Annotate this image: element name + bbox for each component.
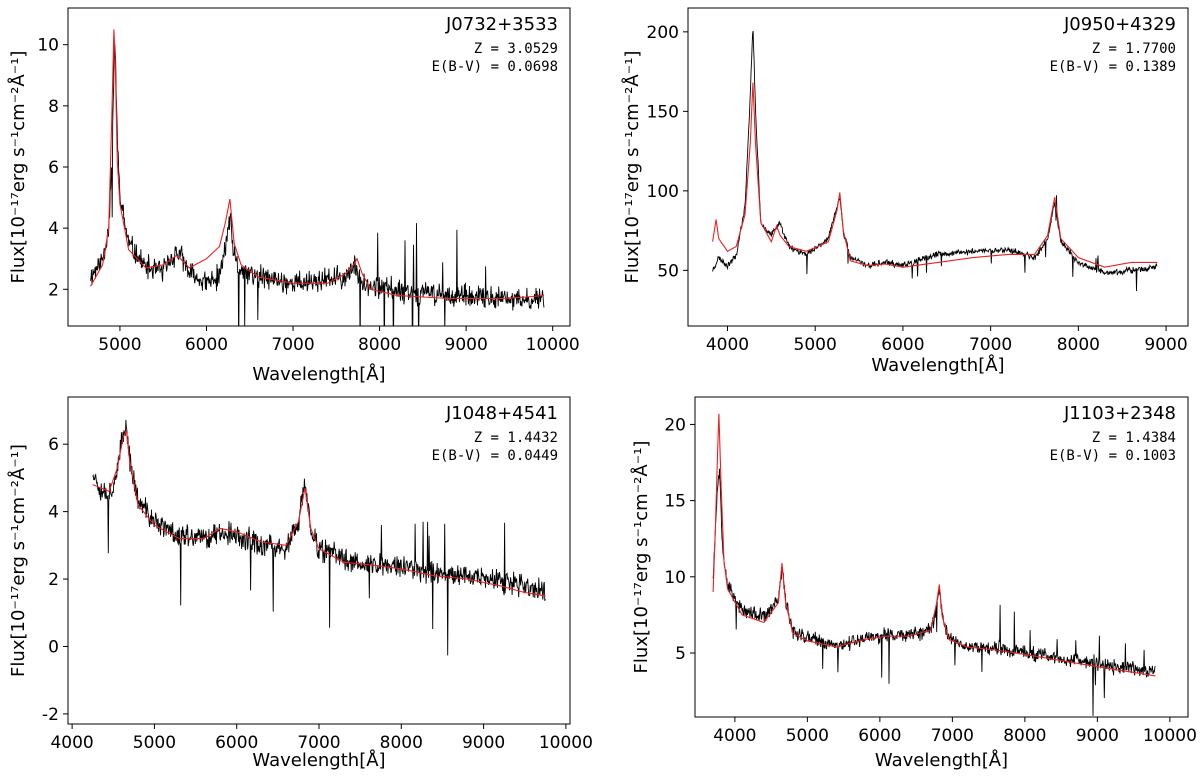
x-tick-label: 5000 xyxy=(133,733,176,753)
x-axis-label: Wavelength[Å] xyxy=(252,363,385,385)
model-spectrum-line xyxy=(712,82,1158,268)
object-name: J1103+2348 xyxy=(1063,403,1176,424)
y-axis-label: Flux[10⁻¹⁷erg s⁻¹cm⁻²Å⁻¹] xyxy=(7,444,29,677)
x-tick-label: 6000 xyxy=(858,726,901,746)
y-tick-label: 6 xyxy=(48,158,59,178)
x-tick-label: 8000 xyxy=(1057,335,1100,355)
model-spectrum-line xyxy=(90,29,545,300)
model-spectrum-line xyxy=(92,428,546,597)
spectrum-panel: 4000 5000 6000 7000 8000 9000 10000 -2 0 2 4 6 Wavel… xyxy=(7,396,593,771)
plot-frame xyxy=(67,396,571,725)
y-axis-label: Flux[10⁻¹⁷erg s⁻¹cm⁻²Å⁻¹] xyxy=(630,441,652,674)
x-axis-label: Wavelength[Å] xyxy=(871,354,1004,376)
x-tick-label: 8000 xyxy=(358,335,401,355)
redshift-label: Z = 1.7700 xyxy=(1092,41,1176,57)
y-tick-label: 0 xyxy=(48,637,59,657)
extinction-label: E(B-V) = 0.1389 xyxy=(1050,59,1176,75)
x-tick-label: 9000 xyxy=(1076,726,1119,746)
y-tick-label: -2 xyxy=(42,705,59,725)
y-tick-label: 10 xyxy=(664,568,686,588)
x-axis-label: Wavelength[Å] xyxy=(252,749,385,771)
object-name: J0950+4329 xyxy=(1063,14,1176,35)
x-tick-label: 7000 xyxy=(969,335,1012,355)
x-tick-label: 9000 xyxy=(1144,335,1187,355)
x-tick-label: 8000 xyxy=(1003,726,1046,746)
x-tick-label: 10000 xyxy=(539,733,593,753)
spectrum-panel: 4000 5000 6000 7000 8000 9000 10000 5 10 15 20 Wave… xyxy=(630,396,1197,771)
spectrum-panel: 4000 5000 6000 7000 8000 9000 50 100 150 200 Wavel… xyxy=(621,7,1189,376)
redshift-label: Z = 1.4384 xyxy=(1092,430,1176,446)
x-tick-label: 5000 xyxy=(794,335,837,355)
x-tick-label: 9000 xyxy=(462,733,505,753)
x-tick-label: 4000 xyxy=(50,733,93,753)
model-spectrum-line xyxy=(712,413,1156,677)
y-tick-label: 15 xyxy=(664,492,686,512)
x-tick-label: 7000 xyxy=(297,733,340,753)
y-tick-label: 100 xyxy=(647,182,679,202)
y-tick-label: 8 xyxy=(48,97,59,117)
observed-spectrum-line xyxy=(90,43,545,326)
object-name: J1048+4541 xyxy=(445,403,558,424)
x-tick-label: 7000 xyxy=(931,726,974,746)
y-tick-label: 4 xyxy=(48,219,59,239)
y-tick-label: 50 xyxy=(657,261,679,281)
x-tick-label: 5000 xyxy=(786,726,829,746)
y-tick-label: 200 xyxy=(647,23,679,43)
x-tick-label: 9000 xyxy=(445,335,488,355)
y-tick-label: 2 xyxy=(48,570,59,590)
plot-frame xyxy=(694,396,1189,718)
object-name: J0732+3533 xyxy=(445,14,558,35)
x-tick-label: 6000 xyxy=(215,733,258,753)
y-axis-label: Flux[10⁻¹⁷erg s⁻¹cm⁻²Å⁻¹] xyxy=(621,51,643,284)
x-tick-label: 4000 xyxy=(706,335,749,355)
extinction-label: E(B-V) = 0.0449 xyxy=(432,448,558,464)
redshift-label: Z = 3.0529 xyxy=(474,41,558,57)
spectrum-panel: 5000 6000 7000 8000 9000 10000 2 4 6 8 10 Wavelengt… xyxy=(7,7,580,385)
x-axis-label: Wavelength[Å] xyxy=(875,749,1008,771)
x-tick-label: 6000 xyxy=(881,335,924,355)
y-axis-label: Flux[10⁻¹⁷erg s⁻¹cm⁻²Å⁻¹] xyxy=(7,51,29,284)
x-tick-label: 5000 xyxy=(98,335,141,355)
x-tick-label: 10000 xyxy=(526,335,580,355)
y-tick-label: 150 xyxy=(647,102,679,122)
y-tick-label: 10 xyxy=(37,36,59,56)
x-tick-label: 4000 xyxy=(713,726,756,746)
x-tick-label: 6000 xyxy=(185,335,228,355)
extinction-label: E(B-V) = 0.1003 xyxy=(1050,448,1176,464)
redshift-label: Z = 1.4432 xyxy=(474,430,558,446)
x-tick-label: 8000 xyxy=(380,733,423,753)
extinction-label: E(B-V) = 0.0698 xyxy=(432,59,558,75)
y-tick-label: 2 xyxy=(48,280,59,300)
y-tick-label: 6 xyxy=(48,435,59,455)
observed-spectrum-line xyxy=(92,419,546,656)
y-tick-label: 4 xyxy=(48,503,59,523)
y-tick-label: 20 xyxy=(664,415,686,435)
observed-spectrum-line xyxy=(712,30,1158,292)
y-tick-label: 5 xyxy=(675,644,686,664)
plot-frame xyxy=(687,7,1189,327)
x-tick-label: 10000 xyxy=(1143,726,1197,746)
x-tick-label: 7000 xyxy=(271,335,314,355)
